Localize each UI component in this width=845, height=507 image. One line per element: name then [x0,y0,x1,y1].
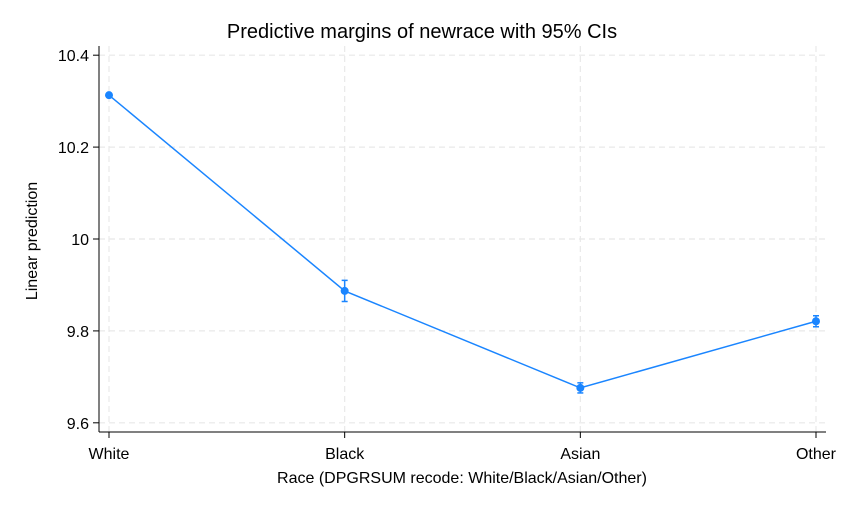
x-tick-label: Black [325,446,365,463]
y-tick-label: 9.6 [67,416,89,433]
data-point [812,317,820,326]
series-line [108,94,817,389]
y-tick-label: 10.4 [58,48,89,65]
x-tick-label: Asian [560,446,600,463]
y-tick-label: 10.2 [58,140,89,157]
data-point [105,91,113,100]
grid [99,46,826,432]
data-point [340,286,349,295]
y-tick-label: 10 [71,232,89,249]
y-axis-label: Linear prediction [24,182,41,300]
x-tick-label: White [89,446,130,463]
x-tick-label: Other [796,446,837,463]
x-axis-label: Race (DPGRSUM recode: White/Black/Asian/… [277,470,647,487]
chart-title: Predictive margins of newrace with 95% C… [227,21,617,43]
y-tick-label: 9.8 [67,324,89,341]
series [105,91,820,394]
data-point [576,383,585,392]
ticks: 9.6 9.8 10 10.2 10.4 White Black Asian Other [58,48,837,463]
